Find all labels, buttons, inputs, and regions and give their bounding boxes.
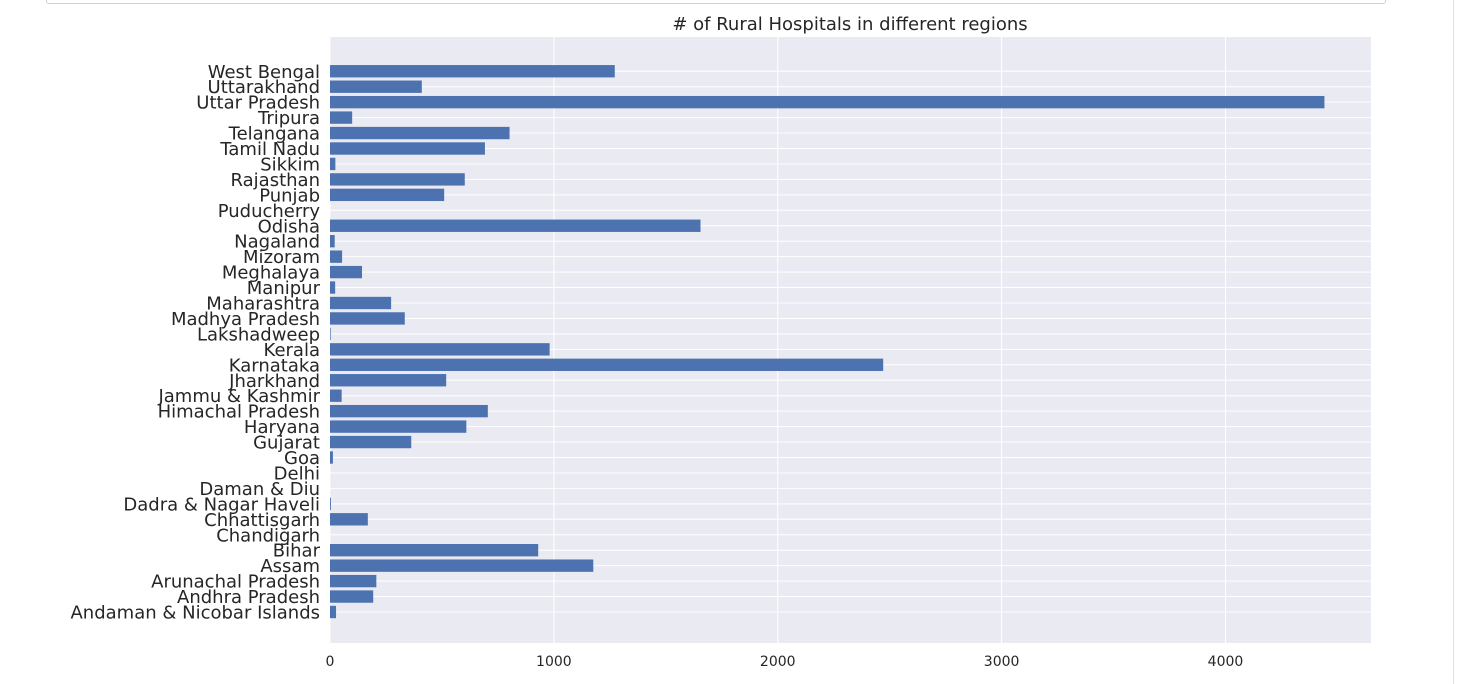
y-tick-label: Arunachal Pradesh: [151, 572, 320, 593]
bar-dadra-nagar-haveli: [330, 497, 331, 511]
y-tick-label: Puducherry: [218, 201, 321, 222]
bar-chhattisgarh: [330, 513, 368, 526]
bar-andhra-pradesh: [330, 590, 374, 603]
bar-tripura: [330, 111, 353, 124]
y-tick-label: Tamil Nadu: [219, 139, 320, 160]
bar-uttar-pradesh: [330, 95, 1325, 109]
y-tick-label: Haryana: [244, 417, 320, 438]
y-tick-label: Uttarakhand: [208, 77, 320, 98]
bar-gujarat: [330, 435, 412, 449]
bar-sikkim: [330, 157, 336, 171]
x-tick-label: 0: [326, 654, 335, 670]
y-tick-label: Delhi: [274, 463, 320, 484]
bar-madhya-pradesh: [330, 312, 405, 325]
y-tick-label: Nagaland: [234, 232, 320, 253]
y-tick-label: Tripura: [257, 108, 320, 129]
y-tick-label: Lakshadweep: [197, 324, 320, 345]
x-tick-label: 4000: [1208, 654, 1244, 670]
bar-punjab: [330, 188, 445, 202]
y-tick-label: Maharashtra: [206, 294, 320, 315]
bar-jammu-kashmir: [330, 389, 342, 402]
bar-nagaland: [330, 235, 335, 248]
y-tick-label: Madhya Pradesh: [171, 309, 320, 330]
y-tick-label: Uttar Pradesh: [196, 93, 320, 114]
bar-meghalaya: [330, 265, 363, 279]
y-tick-label: Telangana: [228, 124, 320, 145]
y-tick-label: Dadra & Nagar Haveli: [123, 494, 320, 515]
bar-tamil-nadu: [330, 142, 485, 155]
bar-manipur: [330, 281, 336, 294]
chart-title: # of Rural Hospitals in different region…: [672, 14, 1027, 35]
y-tick-label: Jammu & Kashmir: [157, 386, 320, 407]
bar-kerala: [330, 343, 550, 356]
y-tick-label: Chhattisgarh: [204, 510, 320, 531]
x-tick-label: 1000: [536, 654, 572, 670]
x-tick-label: 3000: [984, 654, 1020, 670]
bar-bihar: [330, 544, 539, 557]
bar-jharkhand: [330, 374, 447, 387]
x-tick-label: 2000: [760, 654, 796, 670]
bar-mizoram: [330, 250, 343, 263]
y-tick-label: Kerala: [264, 340, 320, 361]
y-tick-label: Himachal Pradesh: [158, 402, 320, 423]
y-tick-label: Assam: [260, 556, 320, 577]
y-tick-label: Karnataka: [229, 355, 320, 376]
y-tick-label: Rajasthan: [231, 170, 320, 191]
y-tick-label: Mizoram: [243, 247, 320, 268]
y-tick-label: West Bengal: [208, 62, 320, 83]
y-tick-label: Meghalaya: [222, 263, 320, 284]
y-tick-label: Manipur: [247, 278, 321, 299]
y-tick-label: Andaman & Nicobar Islands: [70, 603, 320, 624]
y-tick-label: Odisha: [258, 216, 320, 237]
y-tick-label: Goa: [284, 448, 320, 469]
bar-telangana: [330, 126, 510, 140]
bar-goa: [330, 451, 333, 464]
bar-himachal-pradesh: [330, 404, 488, 418]
bar-rajasthan: [330, 173, 465, 186]
y-tick-label: Bihar: [273, 541, 321, 562]
bar-uttarakhand: [330, 80, 422, 93]
bar-assam: [330, 559, 594, 572]
y-tick-label: Gujarat: [253, 433, 320, 454]
y-tick-label: Daman & Diu: [199, 479, 320, 500]
bar-arunachal-pradesh: [330, 574, 377, 588]
scrollbar-track: [1453, 0, 1454, 684]
y-tick-label: Chandigarh: [216, 525, 320, 546]
bar-karnataka: [330, 358, 884, 371]
bar-west-bengal: [330, 65, 615, 78]
notebook-cell-frame: [46, 0, 1386, 4]
y-tick-label: Punjab: [259, 185, 320, 206]
y-tick-label: Andhra Pradesh: [177, 587, 320, 608]
bar-andaman-nicobar-islands: [330, 605, 337, 619]
bar-maharashtra: [330, 296, 392, 310]
y-tick-label: Sikkim: [260, 154, 320, 175]
y-tick-label: Jharkhand: [228, 371, 320, 392]
bar-haryana: [330, 420, 467, 433]
bar-odisha: [330, 219, 701, 232]
bar-lakshadweep: [330, 327, 331, 341]
